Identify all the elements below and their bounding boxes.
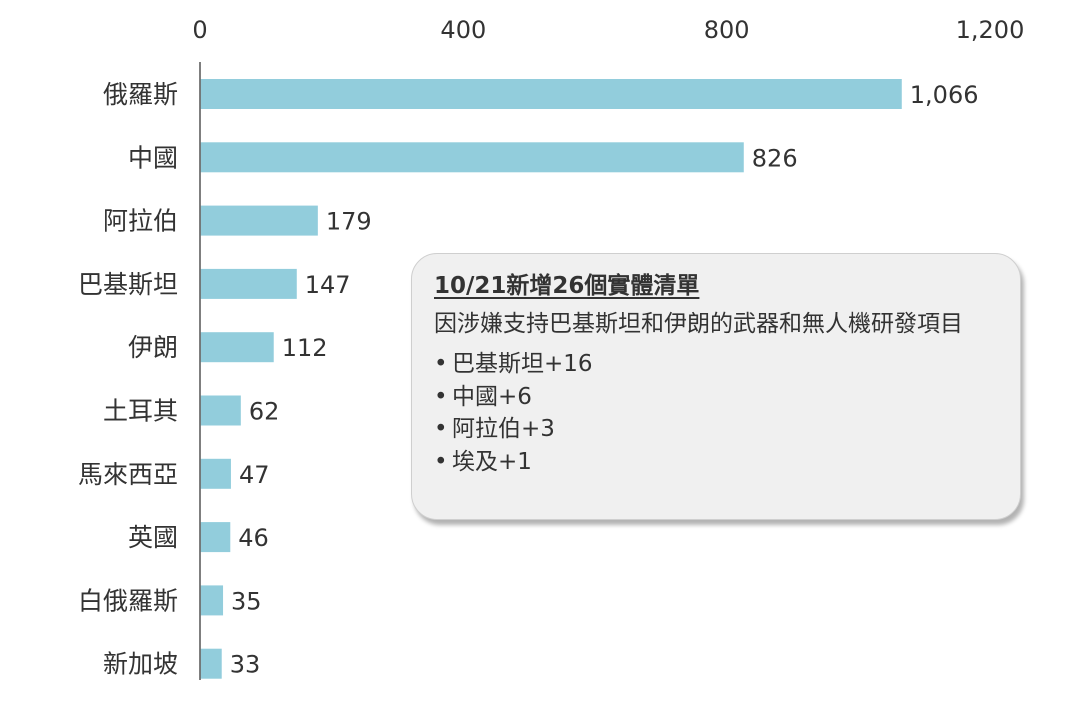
bar [200,332,274,363]
category-label: 中國 [128,143,178,172]
bar [200,648,222,679]
value-label: 826 [752,144,798,172]
bar [200,395,241,426]
callout-title: 10/21新增26個實體清單 [434,273,700,299]
x-tick-label: 0 [192,16,207,44]
callout-list-item: • 中國+6 [434,381,1000,414]
bar [200,585,224,616]
category-label: 馬來西亞 [78,460,178,489]
callout-list-item: • 埃及+1 [434,446,1000,479]
category-label: 伊朗 [128,333,178,362]
callout-item-text: 中國+6 [452,383,532,410]
category-label: 英國 [128,523,178,552]
x-tick-label: 1,200 [956,16,1025,44]
x-tick-label: 800 [704,16,750,44]
callout-item-text: 巴基斯坦+16 [452,351,593,377]
bar [200,458,231,489]
value-label: 112 [282,334,328,362]
category-label: 白俄羅斯 [78,586,178,615]
bar [200,205,318,236]
bar [200,268,297,299]
bullet-icon: • [434,351,448,377]
value-label: 179 [326,208,372,236]
bullet-icon: • [434,383,448,410]
value-label: 35 [231,587,262,615]
x-axis-ticks: 0 400 800 1,200 [192,16,1024,44]
callout-item-text: 阿拉伯+3 [452,416,555,442]
value-label: 62 [249,398,280,426]
bar [200,142,744,173]
bars [200,79,902,679]
category-label: 阿拉伯 [103,207,178,236]
category-label: 俄羅斯 [103,80,178,109]
callout-list-item: • 巴基斯坦+16 [434,348,1000,381]
bar [200,522,231,553]
value-label: 46 [238,524,269,552]
bullet-icon: • [434,448,448,475]
callout-item-text: 埃及+1 [452,448,532,475]
value-label: 47 [239,461,270,489]
category-label: 土耳其 [103,397,178,426]
value-label: 1,066 [910,81,979,109]
bar [200,79,902,109]
category-label: 巴基斯坦 [78,270,178,299]
value-label: 147 [305,271,351,299]
callout-list-item: • 阿拉伯+3 [434,413,1000,446]
annotation-callout: 10/21新增26個實體清單 因涉嫌支持巴基斯坦和伊朗的武器和無人機研發項目 •… [411,253,1021,520]
category-label: 新加坡 [103,650,178,679]
value-labels: 1,066 826 179 147 112 62 47 46 35 33 [230,81,979,679]
value-label: 33 [230,651,261,679]
x-tick-label: 400 [440,16,486,44]
callout-list: • 巴基斯坦+16 • 中國+6 • 阿拉伯+3 • 埃及+1 [434,348,1000,478]
callout-description: 因涉嫌支持巴基斯坦和伊朗的武器和無人機研發項目 [434,311,963,337]
bullet-icon: • [434,416,448,442]
